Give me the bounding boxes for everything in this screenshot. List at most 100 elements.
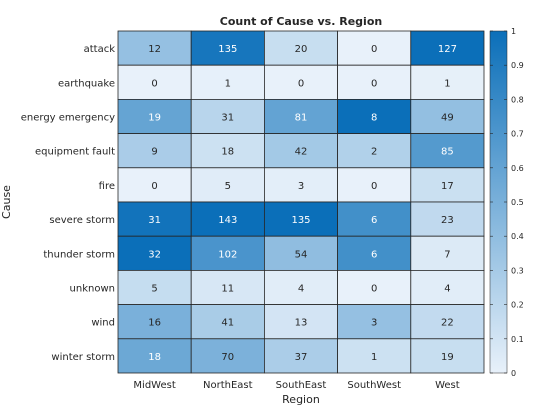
cell-value-label: 0 [151,181,157,192]
heatmap-cell [263,64,338,100]
y-tick-label: fire [99,181,115,192]
heatmap-cell [190,201,265,237]
y-tick-label: energy emergency [21,113,115,124]
colorbar-tick-label: 0.7 [511,130,524,139]
cell-value-label: 127 [438,44,457,55]
heatmap-cell [263,201,338,237]
colorbar-tick-label: 1 [511,27,516,36]
cell-value-label: 1 [444,78,450,89]
chart-title: Count of Cause vs. Region [220,15,382,28]
heatmap-cell [117,235,192,271]
cell-value-label: 37 [295,352,308,363]
colorbar-tick-label: 0.1 [511,335,524,344]
heatmap-cell [190,269,265,305]
cell-value-label: 23 [441,215,454,226]
x-tick-label: NorthEast [203,380,253,391]
heatmap-cell [337,269,412,305]
heatmap-cell [410,64,485,100]
heatmap-cell [263,304,338,340]
cell-value-label: 19 [148,113,161,124]
colorbar-ticks: 0 0.1 0.2 0.3 0.4 0.5 0.6 0.7 0.8 0.9 1 [490,27,524,378]
cell-value-label: 0 [371,78,377,89]
heatmap-cell [337,201,412,237]
y-tick-label: earthquake [58,78,115,89]
heatmap-cell [190,338,265,374]
heatmap-cell [410,133,485,169]
cell-value-label: 42 [295,147,308,158]
cell-value-label: 49 [441,113,454,124]
cell-value-label: 54 [295,249,308,260]
heatmap-cell [410,201,485,237]
heatmap-cell [263,338,338,374]
heatmap-cell [337,99,412,135]
x-tick-label: West [435,380,460,391]
heatmap-cell [190,167,265,203]
y-axis-label: Cause [0,185,13,219]
cell-value-label: 16 [148,318,161,329]
cell-value-label: 1 [225,78,231,89]
cell-value-label: 9 [151,147,157,158]
y-tick-label: winter storm [51,352,115,363]
x-tick-labels: MidWest NorthEast SouthEast SouthWest West [133,380,459,391]
heatmap-cell [410,304,485,340]
heatmap-cell [117,30,192,66]
cell-value-label: 135 [218,44,237,55]
heatmap-cell [117,64,192,100]
cell-value-label: 4 [444,284,450,295]
heatmap-cell [410,338,485,374]
y-tick-label: unknown [70,284,115,295]
y-tick-label: attack [84,44,116,55]
heatmap-cell [190,133,265,169]
cell-value-label: 20 [295,44,308,55]
heatmap-cell [263,167,338,203]
cell-value-label: 70 [221,352,234,363]
cell-value-label: 6 [371,249,377,260]
heatmap-cell [190,30,265,66]
colorbar-tick-label: 0.6 [511,164,524,173]
cell-value-label: 31 [221,113,234,124]
colorbar-tick-label: 0 [511,369,516,378]
heatmap-cell [117,338,192,374]
cell-value-label: 6 [371,215,377,226]
x-tick-label: SouthEast [276,380,327,391]
colorbar-tick-label: 0.5 [511,198,524,207]
heatmap-cell [410,167,485,203]
cell-value-label: 143 [218,215,237,226]
x-tick-label: MidWest [133,380,175,391]
cell-value-label: 0 [298,78,304,89]
cell-value-label: 8 [371,113,377,124]
cell-value-label: 11 [221,284,234,295]
cell-value-label: 0 [371,284,377,295]
cell-value-label: 0 [371,44,377,55]
cell-value-label: 12 [148,44,161,55]
colorbar-tick-label: 0.4 [511,232,524,241]
cell-value-label: 4 [298,284,304,295]
heatmap-cells: 12 135 20 0 127 0 1 0 0 1 19 31 8 1 8 49 9 18 42 2 85 0 5 3 0 1 7 3… [117,30,485,374]
heatmap-cell [190,304,265,340]
heatmap-cell [117,167,192,203]
cell-value-label: 85 [441,147,454,158]
cell-value-label: 0 [151,78,157,89]
cell-value-label: 3 [298,181,304,192]
cell-value-label: 18 [221,147,234,158]
cell-value-label: 0 [371,181,377,192]
cell-value-label: 13 [295,318,308,329]
y-tick-labels: attack earthquake energy emergency equipmen… [21,44,115,363]
colorbar-tick-label: 0.9 [511,61,524,70]
cell-value-label: 7 [444,249,450,260]
cell-value-label: 31 [148,215,161,226]
cell-value-label: 1 [371,352,377,363]
colorbar-tick-label: 0.3 [511,266,524,275]
cell-value-label: 3 [371,318,377,329]
cell-value-label: 2 [371,147,377,158]
cell-value-label: 102 [218,249,237,260]
cell-value-label: 19 [441,352,454,363]
x-axis-label: Region [282,393,320,406]
cell-value-label: 5 [151,284,157,295]
cell-value-label: 18 [148,352,161,363]
cell-value-label: 32 [148,249,161,260]
colorbar-tick-label: 0.2 [511,301,524,310]
heatmap-cell [263,133,338,169]
heatmap-cell [337,133,412,169]
